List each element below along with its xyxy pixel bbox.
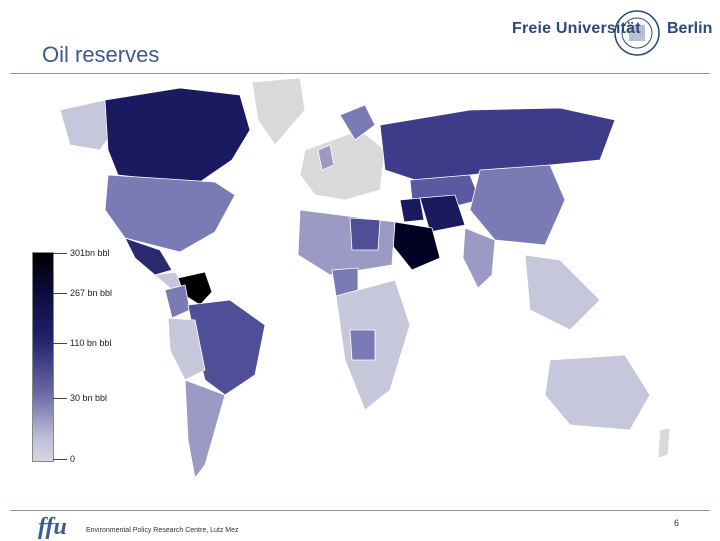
iran-region xyxy=(419,194,466,233)
iraq-region xyxy=(399,197,425,223)
university-seal-icon xyxy=(614,10,660,56)
legend-tick xyxy=(53,398,67,399)
university-name: Freie Universität xyxy=(512,20,641,37)
legend-label-110: 110 bn bbl xyxy=(70,338,112,348)
canada-region xyxy=(104,87,251,183)
australia-region xyxy=(544,354,651,431)
usa-region xyxy=(104,174,236,253)
bottom-divider xyxy=(10,510,710,511)
southeast-asia-region xyxy=(524,254,601,331)
new-zealand-region xyxy=(657,427,671,459)
world-oil-reserves-map xyxy=(59,77,671,479)
legend-label-max: 301bn bbl xyxy=(70,248,110,258)
argentina-chile-region xyxy=(184,379,226,479)
uk-region xyxy=(317,144,335,171)
china-region xyxy=(469,164,566,246)
angola-region xyxy=(349,329,376,361)
page-number: 6 xyxy=(674,518,680,528)
legend-tick xyxy=(53,253,67,254)
footer-text: Environmental Policy Research Centre, Lu… xyxy=(86,527,239,534)
greenland-region xyxy=(251,77,306,146)
legend-color-bar xyxy=(32,252,54,462)
europe-region xyxy=(299,129,386,201)
peru-bolivia-region xyxy=(167,317,206,381)
slide-title: Oil reserves xyxy=(42,42,160,67)
legend-label-30: 30 bn bbl xyxy=(70,393,108,403)
top-divider xyxy=(10,73,710,74)
india-region xyxy=(462,227,496,289)
north-africa-region xyxy=(297,209,396,276)
legend-tick xyxy=(53,293,67,294)
colombia-region xyxy=(164,284,191,319)
russia-region xyxy=(379,107,616,181)
legend-tick xyxy=(53,459,67,460)
libya-region xyxy=(349,217,381,251)
university-city: Berlin xyxy=(667,20,713,37)
ffu-logo: ffu xyxy=(38,514,67,540)
legend-label-267: 267 bn bbl xyxy=(70,288,113,298)
legend-label-zero: 0 xyxy=(70,454,76,464)
mexico-region xyxy=(124,237,173,276)
legend-tick xyxy=(53,343,67,344)
norway-region xyxy=(339,104,376,141)
